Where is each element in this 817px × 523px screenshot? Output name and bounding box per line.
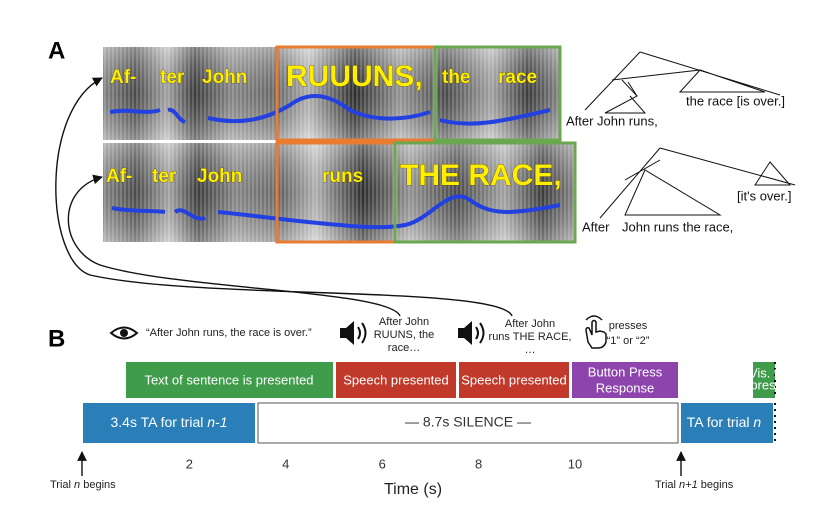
tick-label: 10 bbox=[568, 456, 582, 471]
word: John bbox=[202, 67, 247, 88]
ta-block bbox=[681, 403, 773, 443]
word: RUUUNS, bbox=[286, 60, 423, 93]
ta-label: 3.4s TA for trial n-1 bbox=[111, 414, 228, 430]
event-label: Response bbox=[596, 380, 655, 395]
event-block bbox=[572, 362, 678, 398]
panel-label: A bbox=[48, 37, 65, 64]
stimulus-text: race… bbox=[388, 342, 420, 354]
tree-leaf: the race [is over.] bbox=[686, 93, 785, 108]
spectrogram bbox=[103, 141, 577, 244]
hand-icon bbox=[585, 315, 607, 349]
speaker-icon bbox=[458, 321, 485, 345]
eye-icon bbox=[109, 326, 139, 340]
stimulus-text: … bbox=[525, 344, 536, 356]
word: THE RACE, bbox=[400, 159, 562, 192]
ta-block bbox=[83, 403, 255, 443]
event-block bbox=[459, 362, 569, 398]
stimulus-text: runs THE RACE, bbox=[489, 331, 572, 343]
trial-start-label: Trial n begins bbox=[50, 479, 116, 491]
tick-label: 6 bbox=[379, 456, 386, 471]
axis-label: Time (s) bbox=[384, 481, 442, 498]
arrow bbox=[67, 174, 401, 317]
tree-leaf: After bbox=[582, 219, 610, 234]
stimulus-text: RUUNS, the bbox=[374, 329, 435, 341]
ta-label: TA for trial n bbox=[687, 414, 762, 430]
syntax-tree bbox=[584, 51, 781, 114]
tree-leaf: John runs, bbox=[597, 113, 658, 128]
silence-block bbox=[257, 402, 679, 444]
spectrogram bbox=[103, 45, 562, 142]
event-block bbox=[126, 362, 333, 398]
silence-label: — 8.7s SILENCE — bbox=[405, 414, 531, 430]
stimulus-text: presses bbox=[609, 320, 648, 332]
stimulus-text: “1” or “2” bbox=[607, 335, 650, 347]
word: the bbox=[442, 67, 471, 88]
arrow bbox=[55, 77, 513, 317]
tick-label: 2 bbox=[186, 456, 193, 471]
event-block bbox=[753, 362, 775, 398]
event-block bbox=[336, 362, 456, 398]
event-label: present bbox=[750, 377, 794, 392]
panel-label: B bbox=[48, 325, 65, 352]
stimulus-text: After John bbox=[379, 316, 429, 328]
word: ter bbox=[160, 67, 185, 88]
event-label: Speech presented bbox=[461, 372, 567, 387]
trial-next-label: Trial n+1 begins bbox=[655, 479, 734, 491]
stimulus-text: After John bbox=[505, 318, 555, 330]
syntax-tree bbox=[599, 147, 796, 219]
tree-leaf: After bbox=[566, 113, 594, 128]
event-label: Button Press bbox=[588, 364, 663, 379]
event-label: Text of sentence is presented bbox=[144, 372, 313, 387]
stimulus-text: “After John runs, the race is over.” bbox=[146, 327, 312, 339]
word: Af- bbox=[106, 166, 132, 187]
tick-label: 4 bbox=[282, 456, 289, 471]
speaker-icon bbox=[340, 321, 367, 345]
word: Af- bbox=[110, 67, 136, 88]
word: race bbox=[498, 67, 537, 88]
word: ter bbox=[152, 166, 177, 187]
event-label: Vis. text bbox=[749, 365, 795, 380]
word: runs bbox=[322, 166, 363, 187]
tree-leaf: [it's over.] bbox=[737, 188, 792, 203]
event-label: Speech presented bbox=[343, 372, 449, 387]
tree-leaf: John runs the race, bbox=[622, 219, 733, 234]
tick-label: 8 bbox=[475, 456, 482, 471]
word: John bbox=[197, 166, 242, 187]
time-axis: 2 4 6 8 10 bbox=[186, 456, 582, 471]
